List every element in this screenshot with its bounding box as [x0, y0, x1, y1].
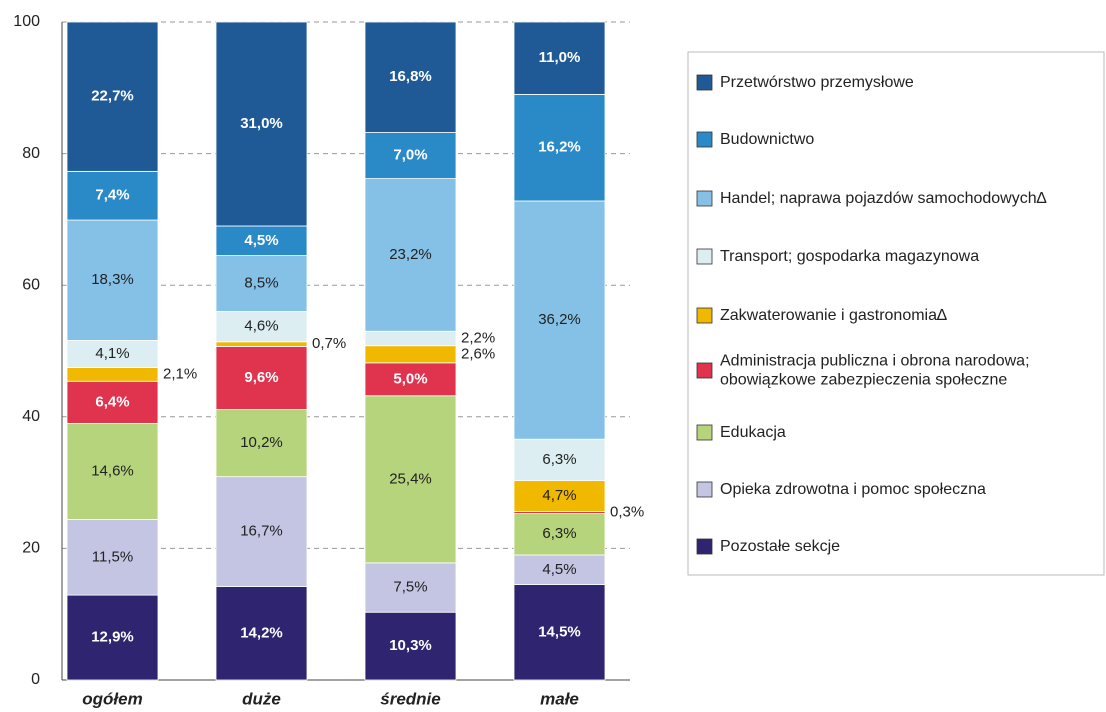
y-tick-label: 60 [22, 276, 40, 293]
value-label: 9,6% [244, 369, 278, 386]
value-label: 4,7% [542, 487, 576, 504]
value-label: 7,0% [393, 147, 427, 164]
x-tick-label: ogółem [82, 689, 142, 708]
value-label: 8,5% [244, 275, 278, 292]
legend-swatch [696, 307, 713, 324]
value-label: 10,3% [389, 637, 432, 654]
bar-segment [513, 480, 606, 512]
y-tick-label: 100 [13, 13, 40, 30]
legend-label: Edukacja [720, 424, 786, 441]
value-label: 10,2% [240, 434, 283, 451]
legend-label: Zakwaterowanie i gastronomia∆ [720, 307, 947, 324]
bar-segment [66, 594, 159, 681]
bar-segment [66, 170, 159, 221]
bar-segment [364, 362, 457, 397]
value-label: 4,6% [244, 318, 278, 335]
bar-segment [215, 409, 308, 478]
value-label: 16,2% [538, 139, 581, 156]
bar-segment [66, 219, 159, 341]
y-tick-label: 20 [22, 540, 40, 557]
bar-segment [364, 330, 457, 347]
y-tick-label: 40 [22, 408, 40, 425]
value-label: 18,3% [91, 271, 134, 288]
value-label: 2,6% [461, 345, 495, 362]
legend-swatch [696, 362, 713, 379]
bar-segment [215, 345, 308, 410]
bar-segment [66, 340, 159, 368]
bar-segment [364, 562, 457, 613]
bar-segment [364, 178, 457, 332]
value-label: 16,7% [240, 523, 283, 540]
value-label: 14,6% [91, 462, 134, 479]
value-label: 31,0% [240, 115, 283, 132]
bar-segment [215, 341, 308, 347]
value-label: 6,3% [542, 525, 576, 542]
bar-segment [364, 345, 457, 364]
bar-segment [215, 21, 308, 227]
value-label: 23,2% [389, 246, 432, 263]
bar-segment [66, 519, 159, 596]
legend-swatch [696, 424, 713, 441]
bar-segment [66, 367, 159, 382]
value-label: 22,7% [91, 88, 134, 105]
bar-segment [215, 255, 308, 312]
y-tick-label: 0 [31, 671, 40, 688]
value-label: 4,1% [95, 345, 129, 362]
y-tick-label: 80 [22, 145, 40, 162]
value-label: 2,2% [461, 329, 495, 346]
legend-label: Przetwórstwo przemysłowe [720, 74, 914, 91]
bar-segment [513, 93, 606, 202]
value-label: 7,5% [393, 579, 427, 596]
value-label: 11,5% [92, 548, 133, 565]
value-label: 5,0% [393, 370, 427, 387]
value-label: 2,1% [163, 365, 197, 382]
value-label: 0,7% [312, 335, 346, 352]
bar-segment [215, 225, 308, 256]
legend-box [687, 51, 1105, 576]
legend-swatch [696, 131, 713, 148]
bar-segment [513, 584, 606, 681]
bar-segment [513, 554, 606, 585]
legend-label: Opieka zdrowotna i pomoc społeczna [720, 481, 986, 498]
value-label: 7,4% [95, 187, 129, 204]
bar-segment [364, 132, 457, 180]
value-label: 6,4% [95, 393, 129, 410]
bar-segment [364, 395, 457, 564]
bar-segment [513, 21, 606, 95]
x-tick-label: duże [242, 689, 281, 708]
value-label: 4,5% [244, 232, 278, 249]
legend-swatch [696, 248, 713, 265]
bar-segment [215, 311, 308, 343]
x-tick-label: małe [540, 689, 579, 708]
value-label: 14,2% [240, 624, 283, 641]
value-label: 12,9% [91, 629, 134, 646]
legend-label: Administracja publiczna i obrona narodow… [720, 353, 1030, 389]
bar-segment [215, 476, 308, 587]
value-label: 16,8% [389, 68, 432, 85]
x-tick-label: średnie [380, 689, 440, 708]
value-label: 14,5% [538, 623, 581, 640]
bar-segment [66, 21, 159, 172]
value-label: 0,3% [610, 504, 644, 521]
value-label: 4,5% [542, 561, 576, 578]
value-label: 25,4% [389, 470, 432, 487]
legend-swatch [696, 74, 713, 91]
bar-segment [215, 586, 308, 681]
bar-segment [513, 438, 606, 482]
legend-swatch [696, 538, 713, 555]
value-label: 11,0% [539, 49, 581, 66]
legend-label: Budownictwo [720, 131, 814, 148]
value-label: 36,2% [538, 311, 581, 328]
value-label: 6,3% [542, 451, 576, 468]
legend-label: Transport; gospodarka magazynowa [720, 248, 979, 265]
legend-swatch [696, 481, 713, 498]
bar-segment [364, 21, 457, 133]
bar-segment [66, 380, 159, 424]
legend-label: Handel; naprawa pojazdów samochodowych∆ [720, 190, 1047, 207]
legend-label: Pozostałe sekcje [720, 538, 840, 555]
bar-segment [513, 200, 606, 440]
legend-swatch [696, 190, 713, 207]
